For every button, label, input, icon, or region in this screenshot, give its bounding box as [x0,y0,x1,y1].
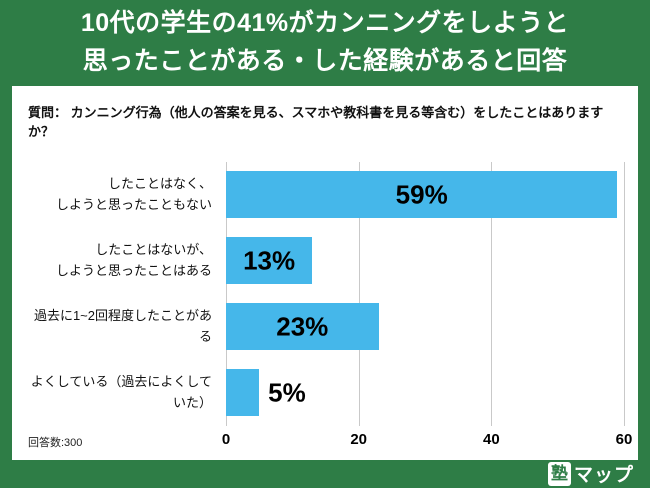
logo-map-text: マップ [573,465,634,487]
category-label: したことはなく、 しようと思ったこともない [28,162,226,228]
page-title: 10代の学生の41%がカンニングをしようと 思ったことがある・した経験があると回… [81,5,569,80]
bar-row: 59% [226,162,624,228]
x-axis-tick: 20 [350,430,367,448]
category-label-line: しようと思ったことはある [55,262,212,278]
category-label: よくしている（過去によくしていた） [28,360,226,426]
category-label-line: したことはないが、 [95,242,212,258]
gridline [226,161,227,426]
bar-chart: したことはなく、 しようと思ったこともない したことはないが、 しようと思ったこ… [28,161,625,426]
bar: 13% [226,237,313,284]
bar-row: 13% [226,228,624,294]
gridline [358,161,360,426]
title-line-2: 思ったことがある・した経験があると回答 [82,46,568,75]
title-line-1: 10代の学生の41%がカンニングをしようと [80,9,570,38]
plot-area: 59% 13% 23% 5% [226,161,625,426]
x-axis-tick: 0 [221,430,231,448]
x-axis-tick: 60 [615,430,633,448]
chart-panel: 質問： カンニング行為（他人の答案を見る、スマホや教科書を見る等含む）をしたこと… [12,85,638,460]
x-axis: 0 20 40 60 [222,428,633,454]
bar-value-label: 5% [268,377,306,407]
bar: 59% [226,171,618,218]
question-text: 質問： カンニング行為（他人の答案を見る、スマホや教科書を見る等含む）をしたこと… [28,104,604,139]
category-labels: したことはなく、 しようと思ったこともない したことはないが、 しようと思ったこ… [28,162,226,426]
bar-value-label: 13% [243,245,296,275]
respondent-count: 回答数:300 [28,436,83,449]
category-label: したことはないが、 しようと思ったことはある [28,228,226,294]
category-label-line: 過去に1~2回程度したことがある [33,308,212,344]
bar: 5% [226,369,306,416]
category-label-line: しようと思ったこともない [55,196,212,212]
category-label: 過去に1~2回程度したことがある [28,294,226,360]
bar-value-label: 23% [276,311,329,341]
logo-juku-icon: 塾 [547,461,571,486]
footer-strip: 塾 マップ [0,460,650,488]
gridline [624,161,625,426]
bar-value-label: 59% [395,179,448,209]
gridline [491,161,493,426]
category-label-line: よくしている（過去によくしていた） [30,374,212,410]
bar-row: 5% [226,360,624,426]
bar-row: 23% [226,294,624,360]
bar: 23% [226,303,379,350]
title-banner: 10代の学生の41%がカンニングをしようと 思ったことがある・した経験があると回… [0,0,650,86]
x-axis-tick: 40 [482,430,500,448]
category-label-line: したことはなく、 [107,176,212,192]
